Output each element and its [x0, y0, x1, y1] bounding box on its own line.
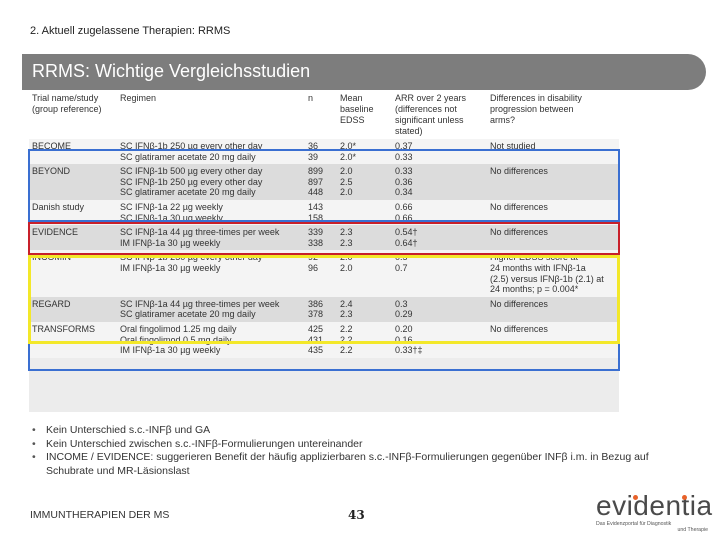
cell-diff: Higher EDSS score at 24 months with IFNβ…: [487, 250, 619, 297]
cell-trial: EVIDENCE: [29, 225, 117, 251]
header-regimen: Regimen: [117, 91, 305, 139]
cell-edss: 2.0 2.0: [337, 250, 392, 297]
bullet-item: • INCOME / EVIDENCE: suggerieren Benefit …: [32, 451, 649, 477]
title-bar: RRMS: Wichtige Vergleichsstudien: [22, 54, 706, 90]
evidentia-logo: evidentia Das Evidenzportal für Diagnost…: [596, 490, 713, 536]
table-row: INCOMIN SC IFNβ-1b 250 µg every other day…: [29, 250, 619, 297]
cell-diff: No differences: [487, 321, 619, 358]
cell-n: 339 338: [305, 225, 337, 251]
cell-diff: Not studied: [487, 139, 619, 165]
header-arr: ARR over 2 years (differences not signif…: [392, 91, 487, 139]
table-row: TRANSFORMS Oral fingolimod 1.25 mg daily …: [29, 321, 619, 358]
cell-edss: 2.0 2.5 2.0: [337, 164, 392, 200]
cell-arr: 0.54† 0.64†: [392, 225, 487, 251]
bullet-item: • Kein Unterschied s.c.-INFβ und GA: [32, 424, 211, 436]
logo-wordmark: evidentia: [596, 490, 713, 521]
cell-diff: No differences: [487, 296, 619, 322]
cell-n: 36 39: [305, 139, 337, 165]
cell-arr: 0.20 0.16 0.33†‡: [392, 321, 487, 358]
cell-regimen: Oral fingolimod 1.25 mg daily Oral fingo…: [117, 321, 305, 358]
cell-trial: Danish study: [29, 199, 117, 226]
comparison-table: Trial name/study (group reference) Regim…: [29, 91, 619, 412]
table-header-row: Trial name/study (group reference) Regim…: [29, 91, 619, 139]
table-row: EVIDENCE SC IFNβ-1a 44 µg three-times per…: [29, 225, 619, 251]
cell-regimen: SC IFNβ-1a 22 µg weekly SC IFNβ-1a 30 µg…: [117, 199, 305, 226]
cell-arr: 0.37 0.33: [392, 139, 487, 165]
cell-regimen: SC IFNβ-1b 500 µg every other day SC IFN…: [117, 164, 305, 200]
cell-trial: BECOME: [29, 139, 117, 165]
logo-dot-icon: [682, 495, 687, 500]
cell-diff: No differences: [487, 225, 619, 251]
page-number: 43: [348, 508, 365, 522]
header-edss: Mean baseline EDSS: [337, 91, 392, 139]
bullet-item: • Kein Unterschied zwischen s.c.-INFβ-For…: [32, 437, 363, 450]
header-diff: Differences in disability progression be…: [487, 91, 619, 139]
cell-arr: 0.66 0.66: [392, 199, 487, 226]
breadcrumb: 2. Aktuell zugelassene Therapien: RRMS: [30, 25, 231, 37]
cell-n: 386 378: [305, 296, 337, 322]
table-row: REGARD SC IFNβ-1a 44 µg three-times per w…: [29, 296, 619, 322]
cell-regimen: SC IFNβ-1b 250 µg every other day SC gla…: [117, 139, 305, 165]
cell-trial: BEYOND: [29, 164, 117, 200]
cell-edss: 2.3 2.3: [337, 225, 392, 251]
cell-edss: [337, 199, 392, 226]
header-trial: Trial name/study (group reference): [29, 91, 117, 139]
header-n: n: [305, 91, 337, 139]
bullet-list: • Kein Unterschied s.c.-INFβ und GA • Kein…: [32, 424, 692, 478]
table-row: BECOME SC IFNβ-1b 250 µg every other day …: [29, 139, 619, 165]
cell-edss: 2.4 2.3: [337, 296, 392, 322]
cell-n: 143 158: [305, 199, 337, 226]
logo-tagline-2: und Therapie: [677, 527, 708, 533]
cell-n: 92 96: [305, 250, 337, 297]
cell-n: 425 431 435: [305, 321, 337, 358]
slide-title: RRMS: Wichtige Vergleichsstudien: [32, 61, 311, 81]
cell-arr: 0.3 0.29: [392, 296, 487, 322]
cell-edss: 2.2 2.2 2.2: [337, 321, 392, 358]
cell-edss: 2.0* 2.0*: [337, 139, 392, 165]
logo-dot-icon: [633, 495, 638, 500]
table-row: Danish study SC IFNβ-1a 22 µg weekly SC I…: [29, 199, 619, 226]
cell-trial: TRANSFORMS: [29, 321, 117, 358]
footer-section-label: IMMUNTHERAPIEN DER MS: [30, 509, 170, 521]
cell-arr: 0.5* 0.7: [392, 250, 487, 297]
table-row: BEYOND SC IFNβ-1b 500 µg every other day …: [29, 164, 619, 200]
cell-diff: No differences: [487, 199, 619, 226]
logo-tagline: Das Evidenzportal für Diagnostik: [596, 521, 672, 527]
cell-trial: INCOMIN: [29, 250, 117, 297]
cell-trial: REGARD: [29, 296, 117, 322]
cell-arr: 0.33 0.36 0.34: [392, 164, 487, 200]
cell-regimen: SC IFNβ-1b 250 µg every other day IM IFN…: [117, 250, 305, 297]
cell-n: 899 897 448: [305, 164, 337, 200]
cell-regimen: SC IFNβ-1a 44 µg three-times per week SC…: [117, 296, 305, 322]
cell-regimen: SC IFNβ-1a 44 µg three-times per week IM…: [117, 225, 305, 251]
cell-diff: No differences: [487, 164, 619, 200]
